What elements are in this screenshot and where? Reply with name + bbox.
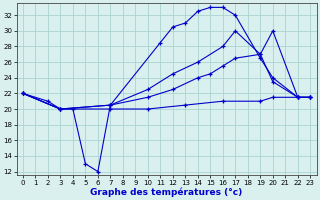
X-axis label: Graphe des températures (°c): Graphe des températures (°c) xyxy=(91,187,243,197)
